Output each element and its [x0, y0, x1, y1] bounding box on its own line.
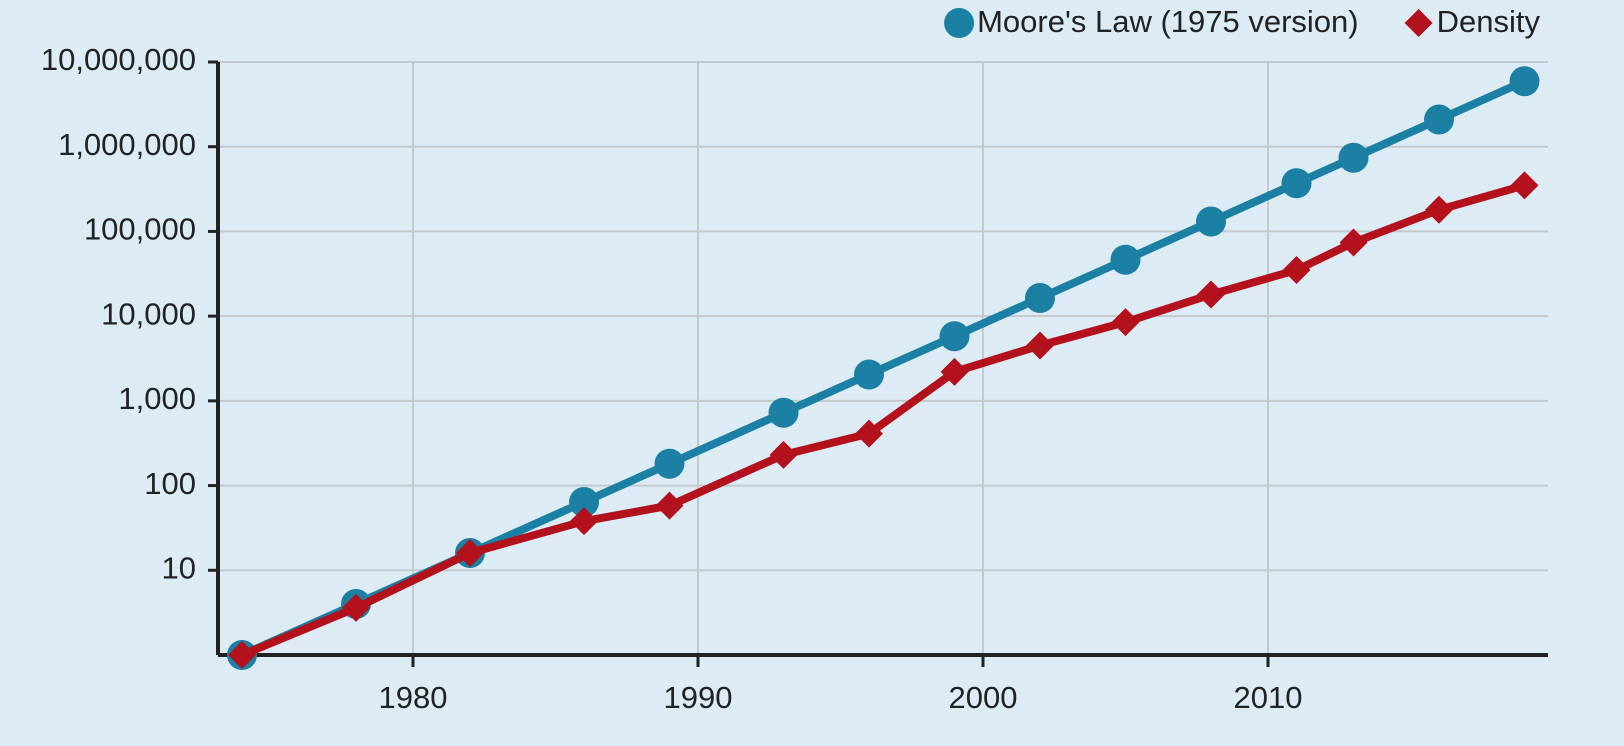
circle-marker	[1281, 168, 1312, 199]
circle-marker	[1196, 206, 1226, 237]
circle-marker	[1509, 66, 1540, 97]
x-tick-label: 1980	[379, 680, 448, 715]
circle-marker	[569, 486, 599, 517]
x-tick-label: 2000	[949, 680, 1018, 715]
diamond-marker	[1425, 195, 1453, 224]
diamond-marker	[570, 507, 598, 536]
circle-marker	[654, 448, 685, 479]
legend-label: Density	[1437, 4, 1541, 39]
circle-marker	[1025, 282, 1055, 313]
diamond-marker	[1339, 228, 1368, 257]
circle-marker	[854, 359, 884, 390]
diamond-marker	[456, 538, 484, 567]
y-tick-label: 10,000	[101, 296, 196, 331]
y-tick-label: 100,000	[84, 212, 196, 247]
series-line	[240, 181, 1526, 659]
diamond-marker	[1026, 331, 1054, 360]
diamond-marker	[1404, 9, 1433, 37]
circle-marker	[1110, 244, 1141, 275]
circle-marker	[768, 397, 799, 428]
y-tick-label: 100	[144, 466, 196, 501]
y-tick-label: 1,000	[118, 381, 196, 416]
diamond-marker	[342, 593, 370, 622]
y-tick-label: 10,000,000	[41, 42, 196, 77]
y-tick-label: 10	[162, 550, 196, 585]
x-tick-label: 2010	[1234, 680, 1303, 715]
y-tick-label: 1,000,000	[58, 127, 196, 162]
diamond-marker	[655, 491, 684, 520]
diamond-marker	[1282, 256, 1311, 285]
circle-marker	[1338, 142, 1369, 173]
legend-label: Moore's Law (1975 version)	[977, 4, 1359, 39]
circle-marker	[1424, 104, 1454, 135]
diamond-marker	[1197, 280, 1225, 309]
circle-marker	[944, 8, 975, 38]
diamond-marker	[769, 440, 798, 469]
circle-marker	[939, 321, 970, 352]
diamond-marker	[228, 641, 256, 669]
diamond-marker	[855, 419, 883, 448]
diamond-marker	[1510, 171, 1539, 200]
diamond-marker	[940, 357, 969, 386]
diamond-marker	[1111, 308, 1140, 337]
x-tick-label: 1990	[664, 680, 733, 715]
